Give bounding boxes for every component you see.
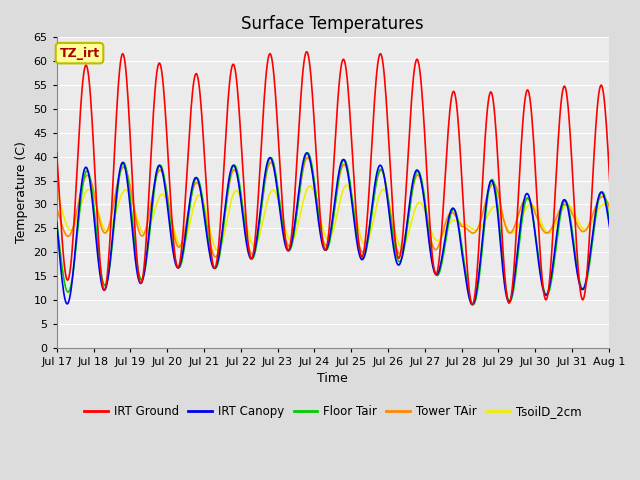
X-axis label: Time: Time: [317, 372, 348, 385]
Text: TZ_irt: TZ_irt: [60, 47, 100, 60]
Y-axis label: Temperature (C): Temperature (C): [15, 142, 28, 243]
Legend: IRT Ground, IRT Canopy, Floor Tair, Tower TAir, TsoilD_2cm: IRT Ground, IRT Canopy, Floor Tair, Towe…: [79, 400, 586, 422]
Title: Surface Temperatures: Surface Temperatures: [241, 15, 424, 33]
